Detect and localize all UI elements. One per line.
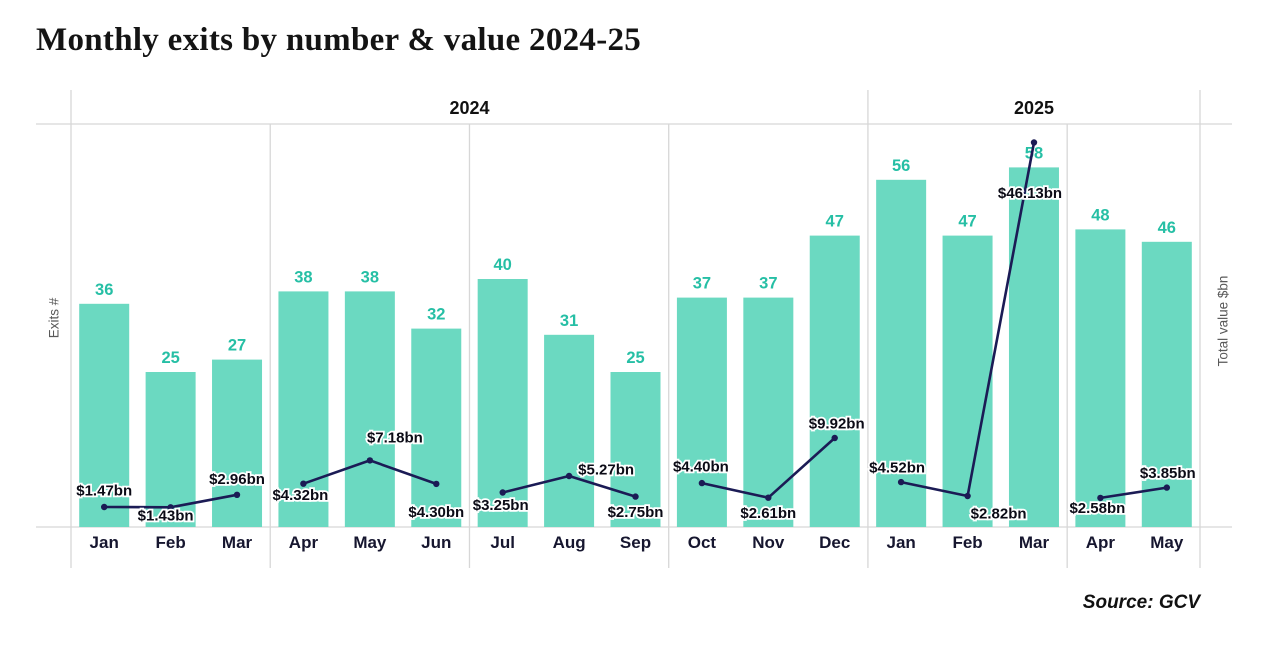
line-point: [1163, 484, 1171, 491]
line-value-label: $1.43bn: [138, 508, 194, 525]
line-value-label: $5.27bn: [578, 461, 634, 478]
month-label: Jan: [886, 533, 915, 552]
month-label: Oct: [688, 533, 717, 552]
line-value-label: $2.82bn: [971, 505, 1027, 522]
exit-count-bar: [477, 279, 528, 527]
chart-title: Monthly exits by number & value 2024-25: [36, 22, 642, 58]
line-value-label: $9.92bn: [809, 415, 865, 432]
line-value-label: $3.25bn: [473, 497, 529, 514]
month-label: May: [1150, 533, 1184, 552]
month-label: Feb: [952, 533, 982, 552]
bar-value-label: 47: [826, 213, 844, 231]
year-header-labels: 2024 2025: [449, 98, 1054, 118]
bar-value-label: 36: [95, 281, 113, 299]
line-value-label: $2.96bn: [209, 471, 265, 488]
line-point: [765, 494, 772, 501]
line-point: [698, 479, 706, 487]
line-point: [300, 480, 307, 487]
line-point: [1097, 494, 1104, 502]
month-label: Apr: [1086, 533, 1116, 552]
line-point: [897, 478, 905, 486]
exit-count-bar: [544, 334, 595, 527]
month-label: Nov: [752, 533, 785, 552]
exit-count-bar: [145, 372, 196, 527]
month-label: Mar: [1019, 533, 1050, 552]
exit-count-bar: [1141, 241, 1192, 528]
bar-value-label: 56: [892, 157, 910, 175]
year-label: 2024: [449, 98, 489, 118]
value-line-segment: [1099, 486, 1169, 500]
month-label: Aug: [553, 533, 586, 552]
line-value-label: $46.13bn: [998, 185, 1062, 202]
value-line-series: [101, 139, 1171, 511]
line-point: [831, 434, 838, 442]
exit-count-bar: [1008, 167, 1059, 527]
bar-value-label: 58: [1025, 144, 1043, 162]
bar-value-labels: 36 25 27 38 38 32 40 31 25 37 37 47 56 47 58 48 46: [95, 144, 1176, 367]
line-value-label: $2.75bn: [608, 504, 664, 521]
bar-value-label: 38: [294, 268, 312, 286]
month-label: Feb: [156, 533, 186, 552]
bar-value-label: 31: [560, 312, 578, 330]
month-label: Sep: [620, 533, 651, 552]
bar-value-label: 46: [1158, 219, 1176, 237]
exit-count-bar: [610, 372, 661, 527]
exit-count-bar: [809, 235, 860, 527]
line-value-label: $2.61bn: [740, 505, 796, 522]
month-label: Mar: [222, 533, 253, 552]
line-value-label: $1.47bn: [76, 482, 132, 499]
bar-value-label: 40: [493, 256, 511, 274]
bar-value-label: 32: [427, 306, 445, 324]
exit-count-bar: [212, 359, 263, 527]
line-value-label: $4.52bn: [869, 459, 925, 476]
bar-value-label: 25: [161, 349, 179, 367]
line-point: [565, 472, 573, 480]
bar-value-label: 47: [958, 213, 976, 231]
line-point: [632, 493, 639, 500]
line-point: [366, 457, 374, 464]
month-label: May: [353, 533, 387, 552]
exit-count-bar: [344, 291, 395, 527]
exit-count-bar: [411, 328, 462, 527]
line-point: [233, 491, 241, 498]
exit-count-bar: [1075, 229, 1126, 527]
line-point: [499, 489, 506, 496]
exit-count-bar: [743, 297, 794, 527]
bar-value-label: 38: [361, 268, 379, 286]
exit-count-bar: [676, 297, 727, 527]
month-label: Jan: [90, 533, 119, 552]
month-axis-labels: Jan Feb Mar Apr May Jun Jul Aug Sep Oct Nov Dec Jan F…: [90, 533, 1184, 552]
line-point: [167, 504, 174, 511]
month-label: Jun: [421, 533, 451, 552]
exits-bars: [79, 167, 1192, 528]
line-value-label: $2.58bn: [1069, 500, 1125, 517]
exit-count-bar: [79, 303, 130, 527]
line-value-labels: $1.47bn $1.43bn $2.96bn $4.32bn $7.18bn $4.30…: [75, 183, 1198, 526]
month-label: Apr: [289, 533, 319, 552]
line-point: [964, 492, 971, 500]
line-value-label: $4.30bn: [408, 504, 464, 521]
bar-value-label: 37: [759, 275, 777, 293]
month-label: Dec: [819, 533, 850, 552]
line-value-label: $3.85bn: [1140, 465, 1196, 482]
bar-value-label: 25: [626, 349, 644, 367]
line-point: [101, 503, 108, 511]
exit-count-bar: [942, 235, 993, 527]
source-note: Source: GCV: [1082, 592, 1200, 613]
year-label: 2025: [1014, 98, 1054, 118]
bar-value-label: 48: [1091, 206, 1109, 224]
month-label: Jul: [490, 533, 515, 552]
line-point: [1030, 139, 1038, 146]
line-value-label: $4.32bn: [272, 487, 328, 504]
line-point: [433, 480, 440, 488]
bar-value-label: 37: [693, 275, 711, 293]
exit-count-bar: [876, 179, 927, 528]
exit-count-bar: [278, 291, 329, 527]
line-value-label: $7.18bn: [367, 430, 423, 447]
bar-value-label: 27: [228, 337, 246, 355]
line-value-label: $4.40bn: [673, 458, 729, 475]
